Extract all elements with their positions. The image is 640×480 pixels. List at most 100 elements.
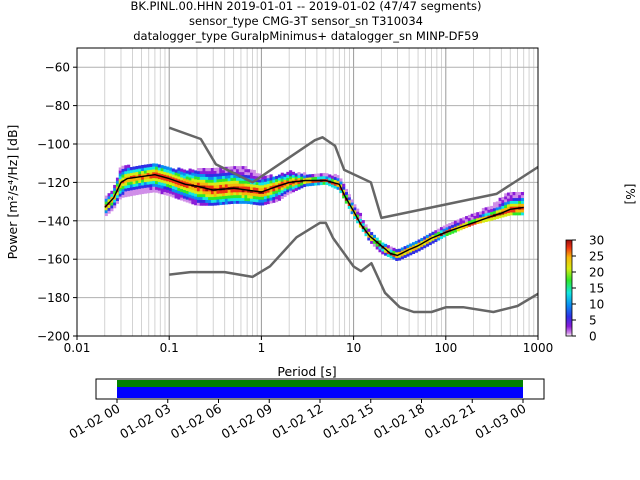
density-cell [210,170,214,175]
density-cell [330,175,335,179]
density-cell [506,201,511,205]
density-cell [241,186,245,190]
timeline-tick-label: 01-02 15 [320,401,376,442]
density-cell [185,182,189,186]
density-cell [219,175,223,180]
density-cell [135,183,139,187]
density-cell [244,194,248,199]
density-cell [479,211,483,215]
density-cell [205,168,209,172]
density-cell [462,220,466,224]
density-cell [238,177,242,181]
density-cell [420,237,424,242]
density-cell [233,177,237,181]
density-cell [202,173,206,177]
density-cell [233,200,237,204]
density-cell [249,198,254,202]
density-cell [210,199,214,203]
density-cell [166,181,170,185]
density-cell [129,192,133,197]
density-cell [364,227,368,231]
density-cell [135,165,139,170]
density-cell [141,167,145,172]
density-cell [437,228,441,232]
density-cell [286,189,290,193]
density-cell [210,179,214,183]
density-cell [291,189,295,193]
density-cell [191,180,195,185]
density-cell [174,180,178,185]
timeline-tick-label: 01-02 12 [269,401,325,442]
title-line-2: sensor_type CMG-3T sensor_sn T310034 [189,14,423,28]
density-cell [314,173,318,177]
density-cell [303,180,307,185]
density-cell [135,180,139,184]
density-cell [509,200,513,204]
density-cell [241,171,245,176]
density-cell [289,190,293,194]
density-cell [110,205,114,209]
density-cell [266,175,270,179]
density-cell [501,205,505,209]
density-cell [417,245,421,249]
density-cell [384,243,388,248]
density-cell [308,180,312,184]
density-cell [238,180,242,184]
density-cell [249,172,254,176]
density-cell [425,243,430,247]
density-cell [512,212,516,216]
density-cell [185,184,189,189]
density-cell [160,165,164,169]
density-cell [132,166,136,170]
density-cell [222,181,226,185]
density-cell [233,180,237,184]
density-cell [155,172,159,176]
density-cell [205,182,209,186]
density-cell [107,196,111,200]
density-cell [473,218,477,222]
density-cell [118,193,122,197]
density-cell [129,184,133,188]
density-cell [152,183,156,187]
density-cell [188,168,192,172]
density-cell [258,179,262,183]
density-cell [330,184,335,188]
density-cell [115,194,120,199]
density-cell [515,203,519,207]
density-cell [378,246,382,250]
density-cell [188,197,192,201]
density-cell [185,196,189,200]
density-cell [479,214,483,218]
density-cell [322,172,326,177]
density-cell [124,179,128,183]
density-cell [132,178,136,182]
density-cell [317,176,321,180]
density-cell [462,217,466,221]
density-cell [236,189,240,193]
density-cell [185,176,189,180]
y-tick-label: −80 [45,99,70,113]
density-cell [409,243,413,247]
density-cell [487,212,491,216]
density-cell [182,175,187,179]
density-cell [498,215,502,219]
density-cell [177,193,181,197]
density-cell [490,205,494,210]
density-cell [210,191,214,195]
density-cell [470,216,474,220]
density-cell [350,205,354,209]
density-cell [506,198,511,202]
density-cell [339,181,343,185]
density-cell [255,199,259,203]
density-cell [258,187,262,192]
density-cell [155,169,159,173]
density-cell [249,169,254,173]
density-cell [202,196,206,200]
density-cell [297,183,301,187]
density-cell [364,224,368,228]
density-cell [163,180,167,184]
density-cell [356,208,360,212]
density-cell [425,234,430,239]
density-cell [152,172,156,176]
density-cell [400,253,404,257]
